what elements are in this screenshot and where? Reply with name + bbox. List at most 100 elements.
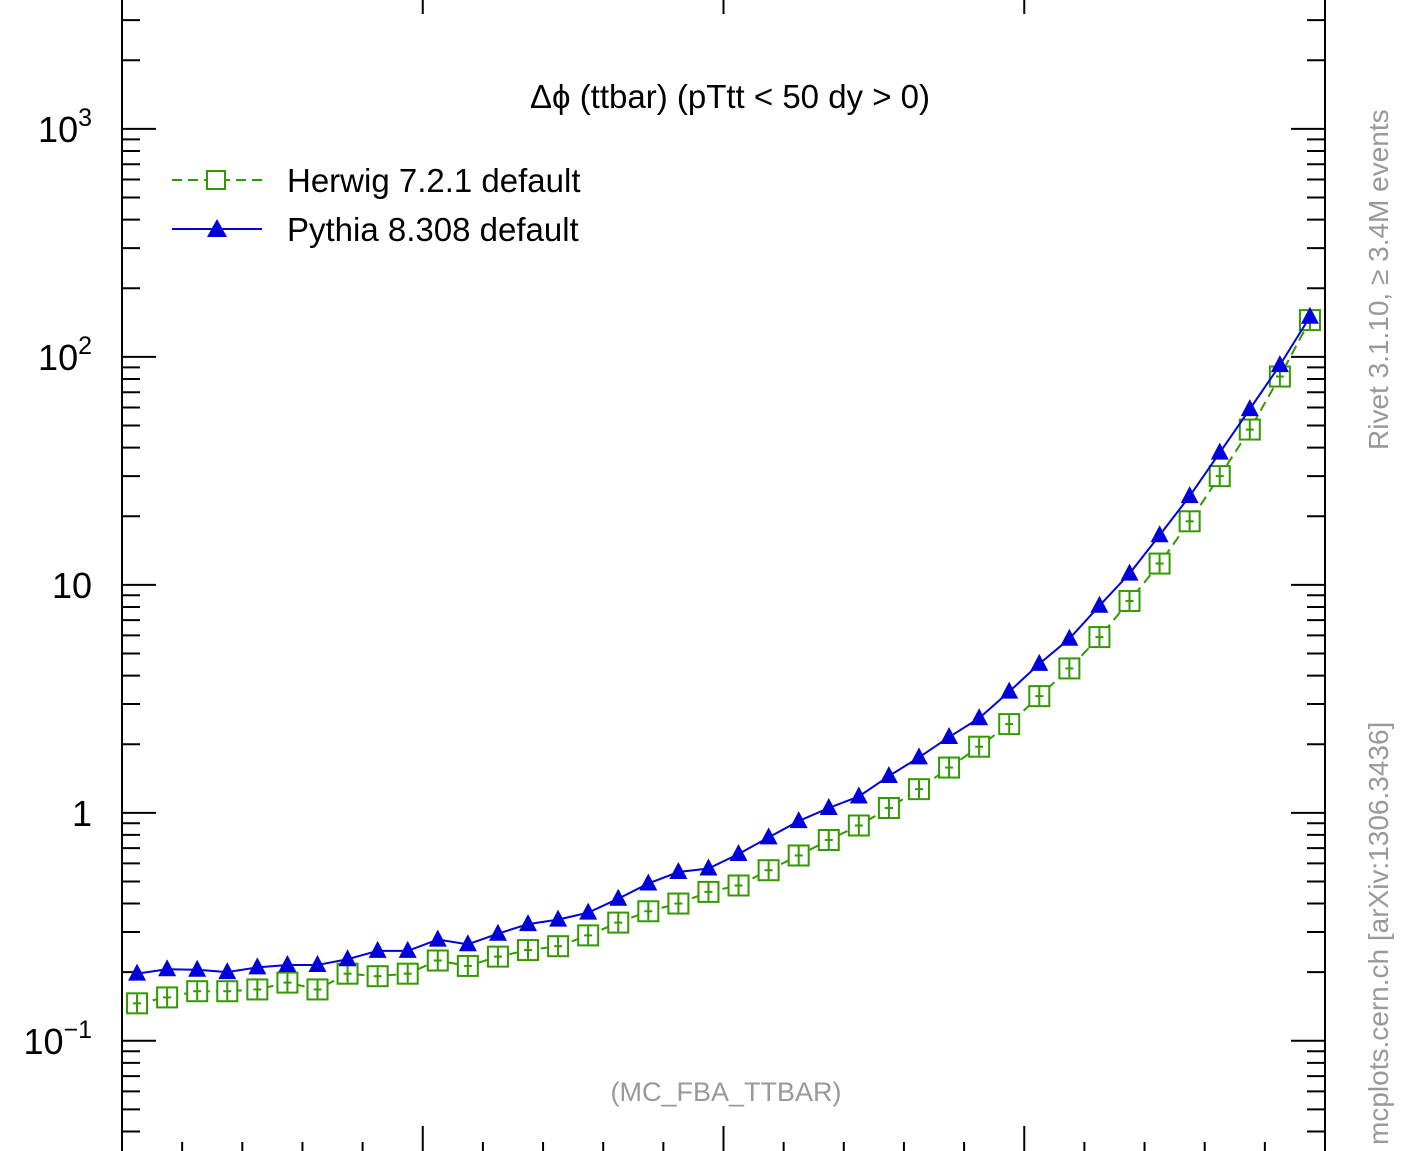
herwig-point	[637, 900, 660, 923]
herwig-point	[817, 828, 840, 851]
herwig-point	[1238, 418, 1261, 441]
herwig-point	[216, 980, 239, 1003]
pythia-marker	[1180, 486, 1199, 504]
pythia-marker	[849, 786, 868, 804]
herwig-point	[186, 980, 209, 1003]
pythia-marker	[639, 873, 658, 891]
pythia-marker	[819, 797, 838, 815]
legend-label-pythia: Pythia 8.308 default	[287, 211, 579, 248]
herwig-point	[1148, 552, 1171, 575]
pythia-marker	[669, 862, 688, 880]
herwig-point	[1208, 465, 1231, 488]
y-tick-label: 10−1	[23, 1016, 92, 1062]
herwig-point	[456, 954, 479, 977]
herwig-point	[426, 949, 449, 972]
pythia-marker	[1060, 628, 1079, 646]
pythia-marker	[458, 934, 477, 952]
herwig-point	[727, 874, 750, 897]
pythia-marker	[278, 955, 297, 973]
herwig-point	[276, 971, 299, 994]
pythia-marker	[1210, 442, 1229, 460]
herwig-point	[306, 978, 329, 1001]
pythia-marker	[1090, 595, 1109, 613]
legend-item-pythia: Pythia 8.308 default	[172, 211, 579, 248]
herwig-line	[136, 319, 1311, 1005]
herwig-point	[907, 778, 930, 801]
pythia-marker	[549, 909, 568, 927]
pythia-marker	[579, 902, 598, 920]
herwig-point	[366, 965, 389, 988]
herwig-point	[577, 924, 600, 947]
herwig-point	[757, 859, 780, 882]
axis-ticks: 10−1 1 10 102 103	[23, 0, 1326, 1151]
pythia-marker	[488, 923, 507, 941]
pythia-marker	[218, 962, 237, 980]
pythia-marker	[1150, 525, 1169, 543]
pythia-marker	[1270, 355, 1289, 373]
pythia-marker	[699, 858, 718, 876]
pythia-marker	[729, 843, 748, 861]
pythia-line	[136, 316, 1311, 975]
pythia-marker	[519, 914, 538, 932]
rivet-info: Rivet 3.1.10, ≥ 3.4M events	[1363, 109, 1394, 450]
legend-marker-herwig	[206, 170, 226, 190]
pythia-marker	[759, 827, 778, 845]
pythia-marker	[248, 957, 267, 975]
herwig-point	[938, 756, 961, 779]
herwig-point	[968, 735, 991, 758]
legend-marker-pythia	[207, 219, 227, 237]
pythia-marker	[970, 708, 989, 726]
pythia-marker	[368, 940, 387, 958]
legend-label-herwig: Herwig 7.2.1 default	[287, 162, 581, 199]
pythia-marker	[1120, 563, 1139, 581]
herwig-point	[1088, 626, 1111, 649]
pythia-marker	[1000, 681, 1019, 699]
herwig-point	[607, 911, 630, 934]
plot-title: Δϕ (ttbar) (pTtt < 50 dy > 0)	[530, 78, 930, 115]
herwig-point	[156, 986, 179, 1009]
mcplots-credit: mcplots.cern.ch [arXiv:1306.3436]	[1363, 722, 1394, 1145]
pythia-marker	[609, 888, 628, 906]
herwig-point	[1118, 589, 1141, 612]
herwig-point	[1028, 685, 1051, 708]
plot-frame-border	[121, 0, 1326, 1151]
plot-frame	[121, 0, 1326, 1151]
legend-item-herwig: Herwig 7.2.1 default	[172, 162, 581, 199]
y-tick-label: 10	[52, 565, 92, 606]
herwig-point	[697, 880, 720, 903]
herwig-point	[486, 945, 509, 968]
analysis-tag: (MC_FBA_TTBAR)	[610, 1077, 841, 1107]
pythia-marker	[308, 955, 327, 973]
herwig-point	[667, 892, 690, 915]
pythia-marker	[1240, 399, 1259, 417]
herwig-point	[1058, 657, 1081, 680]
pythia-marker	[879, 766, 898, 784]
pythia-marker	[158, 959, 177, 977]
herwig-point	[998, 713, 1021, 736]
pythia-marker	[398, 940, 417, 958]
series-pythia	[128, 306, 1319, 981]
y-tick-label: 102	[38, 332, 92, 378]
herwig-point	[246, 978, 269, 1001]
pythia-marker	[428, 929, 447, 947]
pythia-marker	[338, 949, 357, 967]
series-herwig	[126, 309, 1321, 1015]
y-tick-label: 1	[72, 793, 92, 834]
herwig-point	[336, 962, 359, 985]
y-tick-label: 103	[38, 104, 92, 150]
pythia-marker	[940, 727, 959, 745]
legend: Herwig 7.2.1 default Pythia 8.308 defaul…	[172, 162, 581, 248]
herwig-point	[517, 939, 540, 962]
herwig-point	[787, 844, 810, 867]
herwig-point	[877, 796, 900, 819]
herwig-point	[847, 814, 870, 837]
data-series	[126, 306, 1321, 1015]
pythia-marker	[909, 747, 928, 765]
herwig-point	[396, 962, 419, 985]
pythia-marker	[188, 959, 207, 977]
pythia-marker	[128, 963, 147, 981]
herwig-point	[126, 992, 149, 1015]
herwig-point	[1178, 510, 1201, 533]
